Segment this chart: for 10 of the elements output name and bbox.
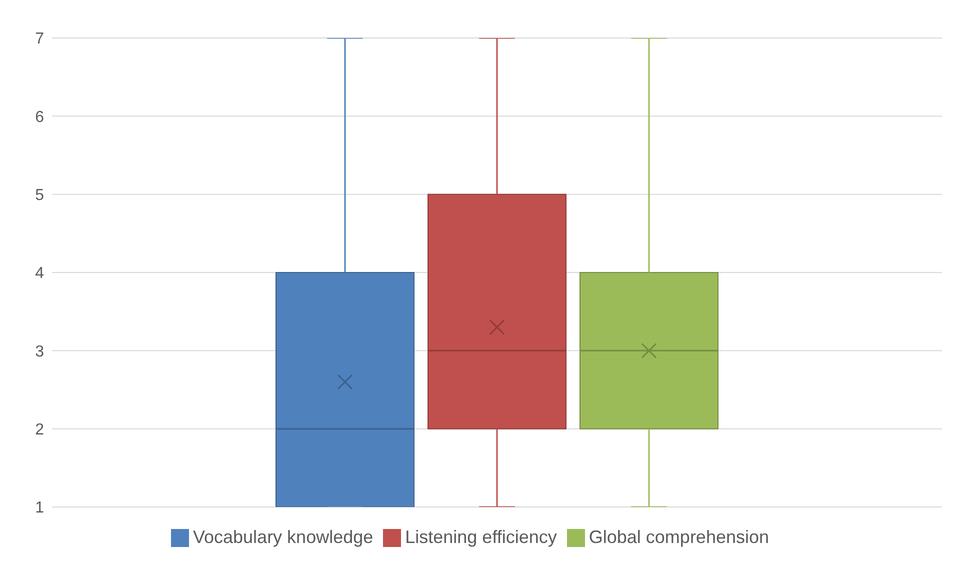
legend-label: Global comprehension (588, 527, 769, 547)
y-tick-label: 3 (35, 343, 44, 360)
y-tick-label: 4 (35, 265, 44, 282)
y-tick-label: 6 (35, 108, 44, 126)
y-tick-label: 1 (35, 500, 44, 517)
y-tick-label: 5 (35, 187, 44, 204)
y-tick-label: 2 (35, 422, 44, 439)
legend-label: Vocabulary knowledge (193, 527, 374, 547)
legend-label: Listening efficiency (405, 527, 557, 547)
y-tick-label: 7 (35, 30, 44, 48)
